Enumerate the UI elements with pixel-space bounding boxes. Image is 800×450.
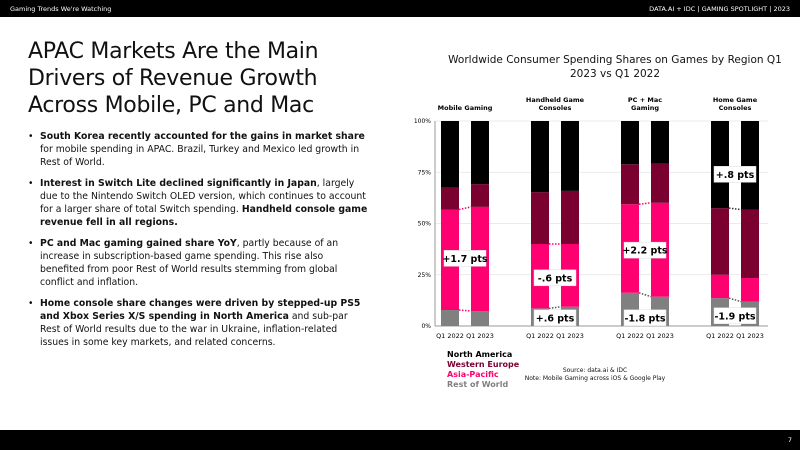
annotation-label: -1.8 pts	[624, 313, 665, 324]
annotation-box	[533, 309, 577, 327]
footer-bar: 7	[0, 430, 800, 450]
header-right: DATA.AI + IDC | GAMING SPOTLIGHT | 2023	[649, 4, 790, 13]
annotation-box	[623, 241, 667, 259]
annotation-box	[443, 250, 487, 267]
header-bar: Gaming Trends We're Watching DATA.AI + I…	[0, 0, 800, 17]
annotation-label: +.8 pts	[716, 170, 755, 181]
header-left: Gaming Trends We're Watching	[10, 4, 112, 13]
y-tick-label: 100%	[414, 118, 431, 125]
annotation-label: -.6 pts	[538, 273, 573, 284]
bar-segment-rest-of-world	[471, 311, 489, 326]
annotation-label: +2.2 pts	[622, 246, 667, 257]
bar-segment-north-america	[561, 121, 579, 191]
group-label: Consoles	[719, 104, 752, 112]
bar-segment-north-america	[441, 121, 459, 188]
bar-segment-north-america	[711, 121, 729, 209]
bar-segment-western-europe	[561, 190, 579, 244]
annotation-label: +1.7 pts	[442, 254, 487, 265]
bar-segment-north-america	[471, 121, 489, 185]
bar-segment-western-europe	[741, 209, 759, 279]
bar-segment-western-europe	[651, 163, 669, 203]
bullet-list: South Korea recently accounted for the g…	[28, 130, 368, 357]
y-tick-label: 50%	[418, 221, 432, 228]
bar-segment-north-america	[741, 121, 759, 210]
bar-segment-western-europe	[711, 208, 729, 275]
x-tick-label: Q1 2023	[736, 332, 764, 340]
y-tick-label: 25%	[418, 272, 432, 279]
x-tick-label: Q1 2022	[616, 332, 644, 340]
bar-segment-western-europe	[621, 164, 639, 205]
annotation-label: -1.9 pts	[714, 311, 755, 322]
x-tick-label: Q1 2022	[526, 332, 554, 340]
legend-western-europe: Western Europe	[447, 360, 520, 369]
legend-north-america: North America	[447, 350, 513, 359]
y-tick-label: 0%	[421, 323, 431, 330]
bar-segment-western-europe	[471, 184, 489, 207]
legend-rest-of-world: Rest of World	[447, 380, 509, 389]
group-label: PC + Mac	[628, 96, 662, 104]
bullet-item: Interest in Switch Lite declined signifi…	[28, 177, 368, 229]
bar-segment-western-europe	[531, 192, 549, 244]
x-tick-label: Q1 2023	[646, 332, 674, 340]
annotation-box	[713, 307, 757, 324]
connector-line	[638, 202, 652, 205]
chart-title: Worldwide Consumer Spending Shares on Ga…	[448, 54, 782, 80]
x-tick-label: Q1 2022	[436, 332, 464, 340]
page-number: 7	[787, 436, 792, 444]
group-label: Gaming	[631, 104, 659, 112]
group-label: Consoles	[539, 104, 572, 112]
y-tick-label: 75%	[418, 169, 432, 176]
annotation-box	[533, 269, 577, 287]
connector-line	[728, 207, 742, 211]
group-label: Mobile Gaming	[438, 104, 493, 112]
group-label: Handheld Game	[526, 96, 585, 104]
bar-segment-north-america	[651, 121, 669, 164]
bar-segment-western-europe	[441, 187, 459, 210]
connector-line	[458, 309, 472, 312]
chart-legend: North America Western Europe Asia-Pacifi…	[447, 350, 519, 390]
note-text: Note: Mobile Gaming across iOS & Google …	[524, 375, 666, 382]
bullet-item: South Korea recently accounted for the g…	[28, 130, 368, 169]
connector-line	[548, 305, 562, 310]
connector-line	[728, 297, 742, 303]
connector-line	[458, 206, 472, 211]
bar-segment-rest-of-world	[441, 310, 459, 326]
annotation-box	[623, 309, 667, 327]
source-note: Source: data.ai & IDC Note: Mobile Gamin…	[520, 367, 670, 383]
bar-segment-asia-pacific	[741, 278, 759, 302]
x-tick-label: Q1 2023	[556, 332, 584, 340]
group-label: Home Game	[713, 96, 758, 104]
bullet-item: Home console share changes were driven b…	[28, 297, 368, 349]
x-tick-label: Q1 2022	[706, 332, 734, 340]
annotation-label: +.6 pts	[536, 313, 575, 324]
annotation-box	[713, 166, 757, 183]
connector-line	[638, 292, 652, 298]
bar-segment-asia-pacific	[711, 274, 729, 299]
bullet-item: PC and Mac gaming gained share YoY, part…	[28, 237, 368, 289]
x-tick-label: Q1 2023	[466, 332, 494, 340]
page-title: APAC Markets Are the Main Drivers of Rev…	[28, 39, 319, 118]
bar-segment-north-america	[531, 121, 549, 193]
legend-asia-pacific: Asia-Pacific	[447, 370, 499, 379]
bar-segment-north-america	[621, 121, 639, 165]
source-text: Source: data.ai & IDC	[562, 367, 628, 374]
